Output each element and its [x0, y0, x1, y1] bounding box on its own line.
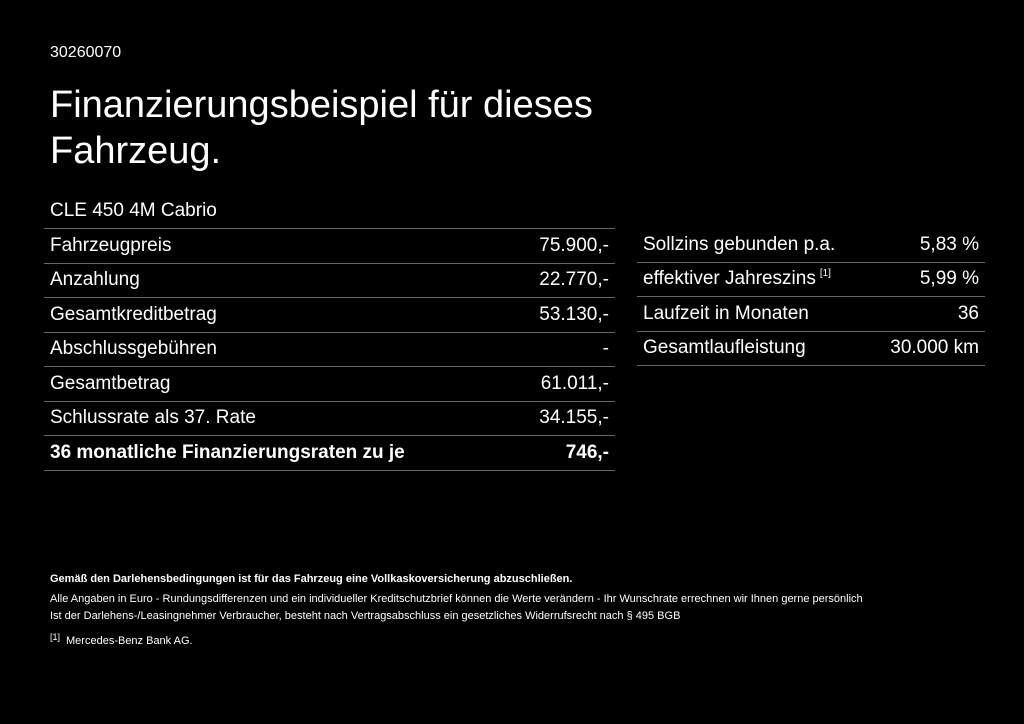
note-line: Gemäß den Darlehensbedingungen ist für d… — [50, 573, 573, 585]
row-value: 34.155,- — [539, 407, 609, 429]
page-title: Finanzierungsbeispiel für dieses Fahrzeu… — [50, 84, 593, 172]
row-label: Gesamtlaufleistung — [643, 337, 806, 359]
label-text: effektiver Jahreszins — [643, 268, 816, 290]
financing-table: Fahrzeugpreis 75.900,- Anzahlung 22.770,- Ge… — [44, 228, 615, 471]
vehicle-id: 30260070 — [50, 44, 122, 61]
label-text: Gesamtlaufleistung — [643, 337, 806, 359]
table-row: Laufzeit in Monaten 36 — [637, 297, 985, 332]
note-ref: [1] — [819, 268, 831, 280]
table-row: Gesamtbetrag 61.011,- — [44, 367, 615, 402]
table-row: Gesamtlaufleistung 30.000 km — [637, 332, 985, 366]
table-row: Schlussrate als 37. Rate 34.155,- — [44, 402, 615, 436]
table-row: Abschlussgebühren - — [44, 333, 615, 367]
label-text: Schlussrate als 37. Rate — [50, 407, 256, 429]
row-value: 75.900,- — [539, 234, 609, 256]
label-text: 36 monatliche Finanzierungsraten zu je — [50, 441, 405, 463]
table-row: 36 monatliche Finanzierungsraten zu je 74… — [44, 436, 615, 471]
table-row: Anzahlung 22.770,- — [44, 264, 615, 298]
row-value: 30.000 km — [890, 337, 979, 359]
table-row: Gesamtkreditbetrag 53.130,- — [44, 298, 615, 333]
note-line: Ist der Darlehens-/Leasingnehmer Verbrau… — [50, 610, 681, 622]
label-text: Gesamtkreditbetrag — [50, 303, 217, 325]
label-text: Abschlussgebühren — [50, 338, 217, 360]
row-label: Abschlussgebühren — [50, 338, 217, 360]
row-label: Gesamtbetrag — [50, 373, 170, 395]
row-value: 53.130,- — [539, 303, 609, 325]
label-text: Fahrzeugpreis — [50, 234, 172, 256]
row-label: Laufzeit in Monaten — [643, 303, 809, 325]
row-label: Fahrzeugpreis — [50, 235, 171, 257]
row-label: Sollzins gebunden p.a. — [643, 234, 835, 256]
row-label: effektiver Jahreszins [1] — [643, 268, 831, 290]
footnote-text: Mercedes-Benz Bank AG. — [66, 635, 193, 647]
row-value: 61.011,- — [540, 372, 609, 394]
row-value: 746,- — [565, 441, 609, 463]
footnote: [1] Mercedes-Benz Bank AG. — [50, 632, 193, 647]
row-label: 36 monatliche Finanzierungsraten zu je — [50, 442, 405, 464]
model-name: CLE 450 4M Cabrio — [50, 200, 217, 221]
row-value: 5,83 % — [919, 233, 979, 255]
row-value: 36 — [957, 302, 979, 324]
footnote-marker: [1] — [50, 632, 61, 642]
row-value: 22.770,- — [539, 269, 609, 291]
terms-table: Sollzins gebunden p.a. 5,83 % effektiver J… — [637, 228, 985, 366]
table-row: Fahrzeugpreis 75.900,- — [44, 229, 615, 264]
row-value: 5,99 % — [919, 268, 979, 290]
label-text: Laufzeit in Monaten — [643, 302, 809, 324]
label-text: Anzahlung — [50, 269, 140, 291]
note-line: Alle Angaben in Euro - Rundungsdifferenz… — [50, 593, 863, 605]
row-label: Schlussrate als 37. Rate — [50, 407, 256, 429]
table-row: effektiver Jahreszins [1] 5,99 % — [637, 263, 985, 297]
table-row: Sollzins gebunden p.a. 5,83 % — [637, 228, 985, 263]
label-text: Gesamtbetrag — [50, 372, 171, 394]
label-text: Sollzins gebunden p.a. — [643, 233, 836, 255]
row-value: - — [602, 338, 609, 360]
notes: Gemäß den Darlehensbedingungen ist für d… — [50, 571, 863, 625]
row-label: Gesamtkreditbetrag — [50, 304, 217, 326]
row-label: Anzahlung — [50, 269, 140, 291]
